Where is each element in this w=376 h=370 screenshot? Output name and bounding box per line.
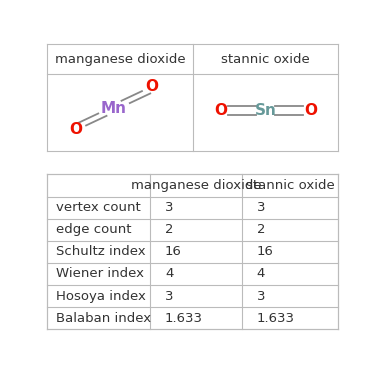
Text: 16: 16 (165, 245, 182, 258)
Text: 3: 3 (257, 290, 265, 303)
Text: manganese dioxide: manganese dioxide (55, 53, 185, 66)
Text: O: O (304, 103, 317, 118)
Text: vertex count: vertex count (56, 201, 141, 214)
Text: 3: 3 (257, 201, 265, 214)
Text: 4: 4 (257, 268, 265, 280)
Text: Sn: Sn (255, 103, 276, 118)
Text: 1.633: 1.633 (165, 312, 203, 325)
Text: Mn: Mn (101, 101, 127, 116)
Text: Balaban index: Balaban index (56, 312, 151, 325)
Text: Hosoya index: Hosoya index (56, 290, 146, 303)
Text: 2: 2 (257, 223, 265, 236)
Text: edge count: edge count (56, 223, 131, 236)
Text: 1.633: 1.633 (257, 312, 295, 325)
Text: manganese dioxide: manganese dioxide (131, 179, 262, 192)
Text: O: O (214, 103, 227, 118)
Text: stannic oxide: stannic oxide (221, 53, 310, 66)
Text: stannic oxide: stannic oxide (246, 179, 335, 192)
Text: 4: 4 (165, 268, 173, 280)
Text: 2: 2 (165, 223, 173, 236)
Text: 3: 3 (165, 290, 173, 303)
Text: 16: 16 (257, 245, 274, 258)
Text: O: O (146, 80, 158, 94)
Text: O: O (70, 122, 83, 137)
Text: Wiener index: Wiener index (56, 268, 144, 280)
Text: 3: 3 (165, 201, 173, 214)
Text: Schultz index: Schultz index (56, 245, 146, 258)
